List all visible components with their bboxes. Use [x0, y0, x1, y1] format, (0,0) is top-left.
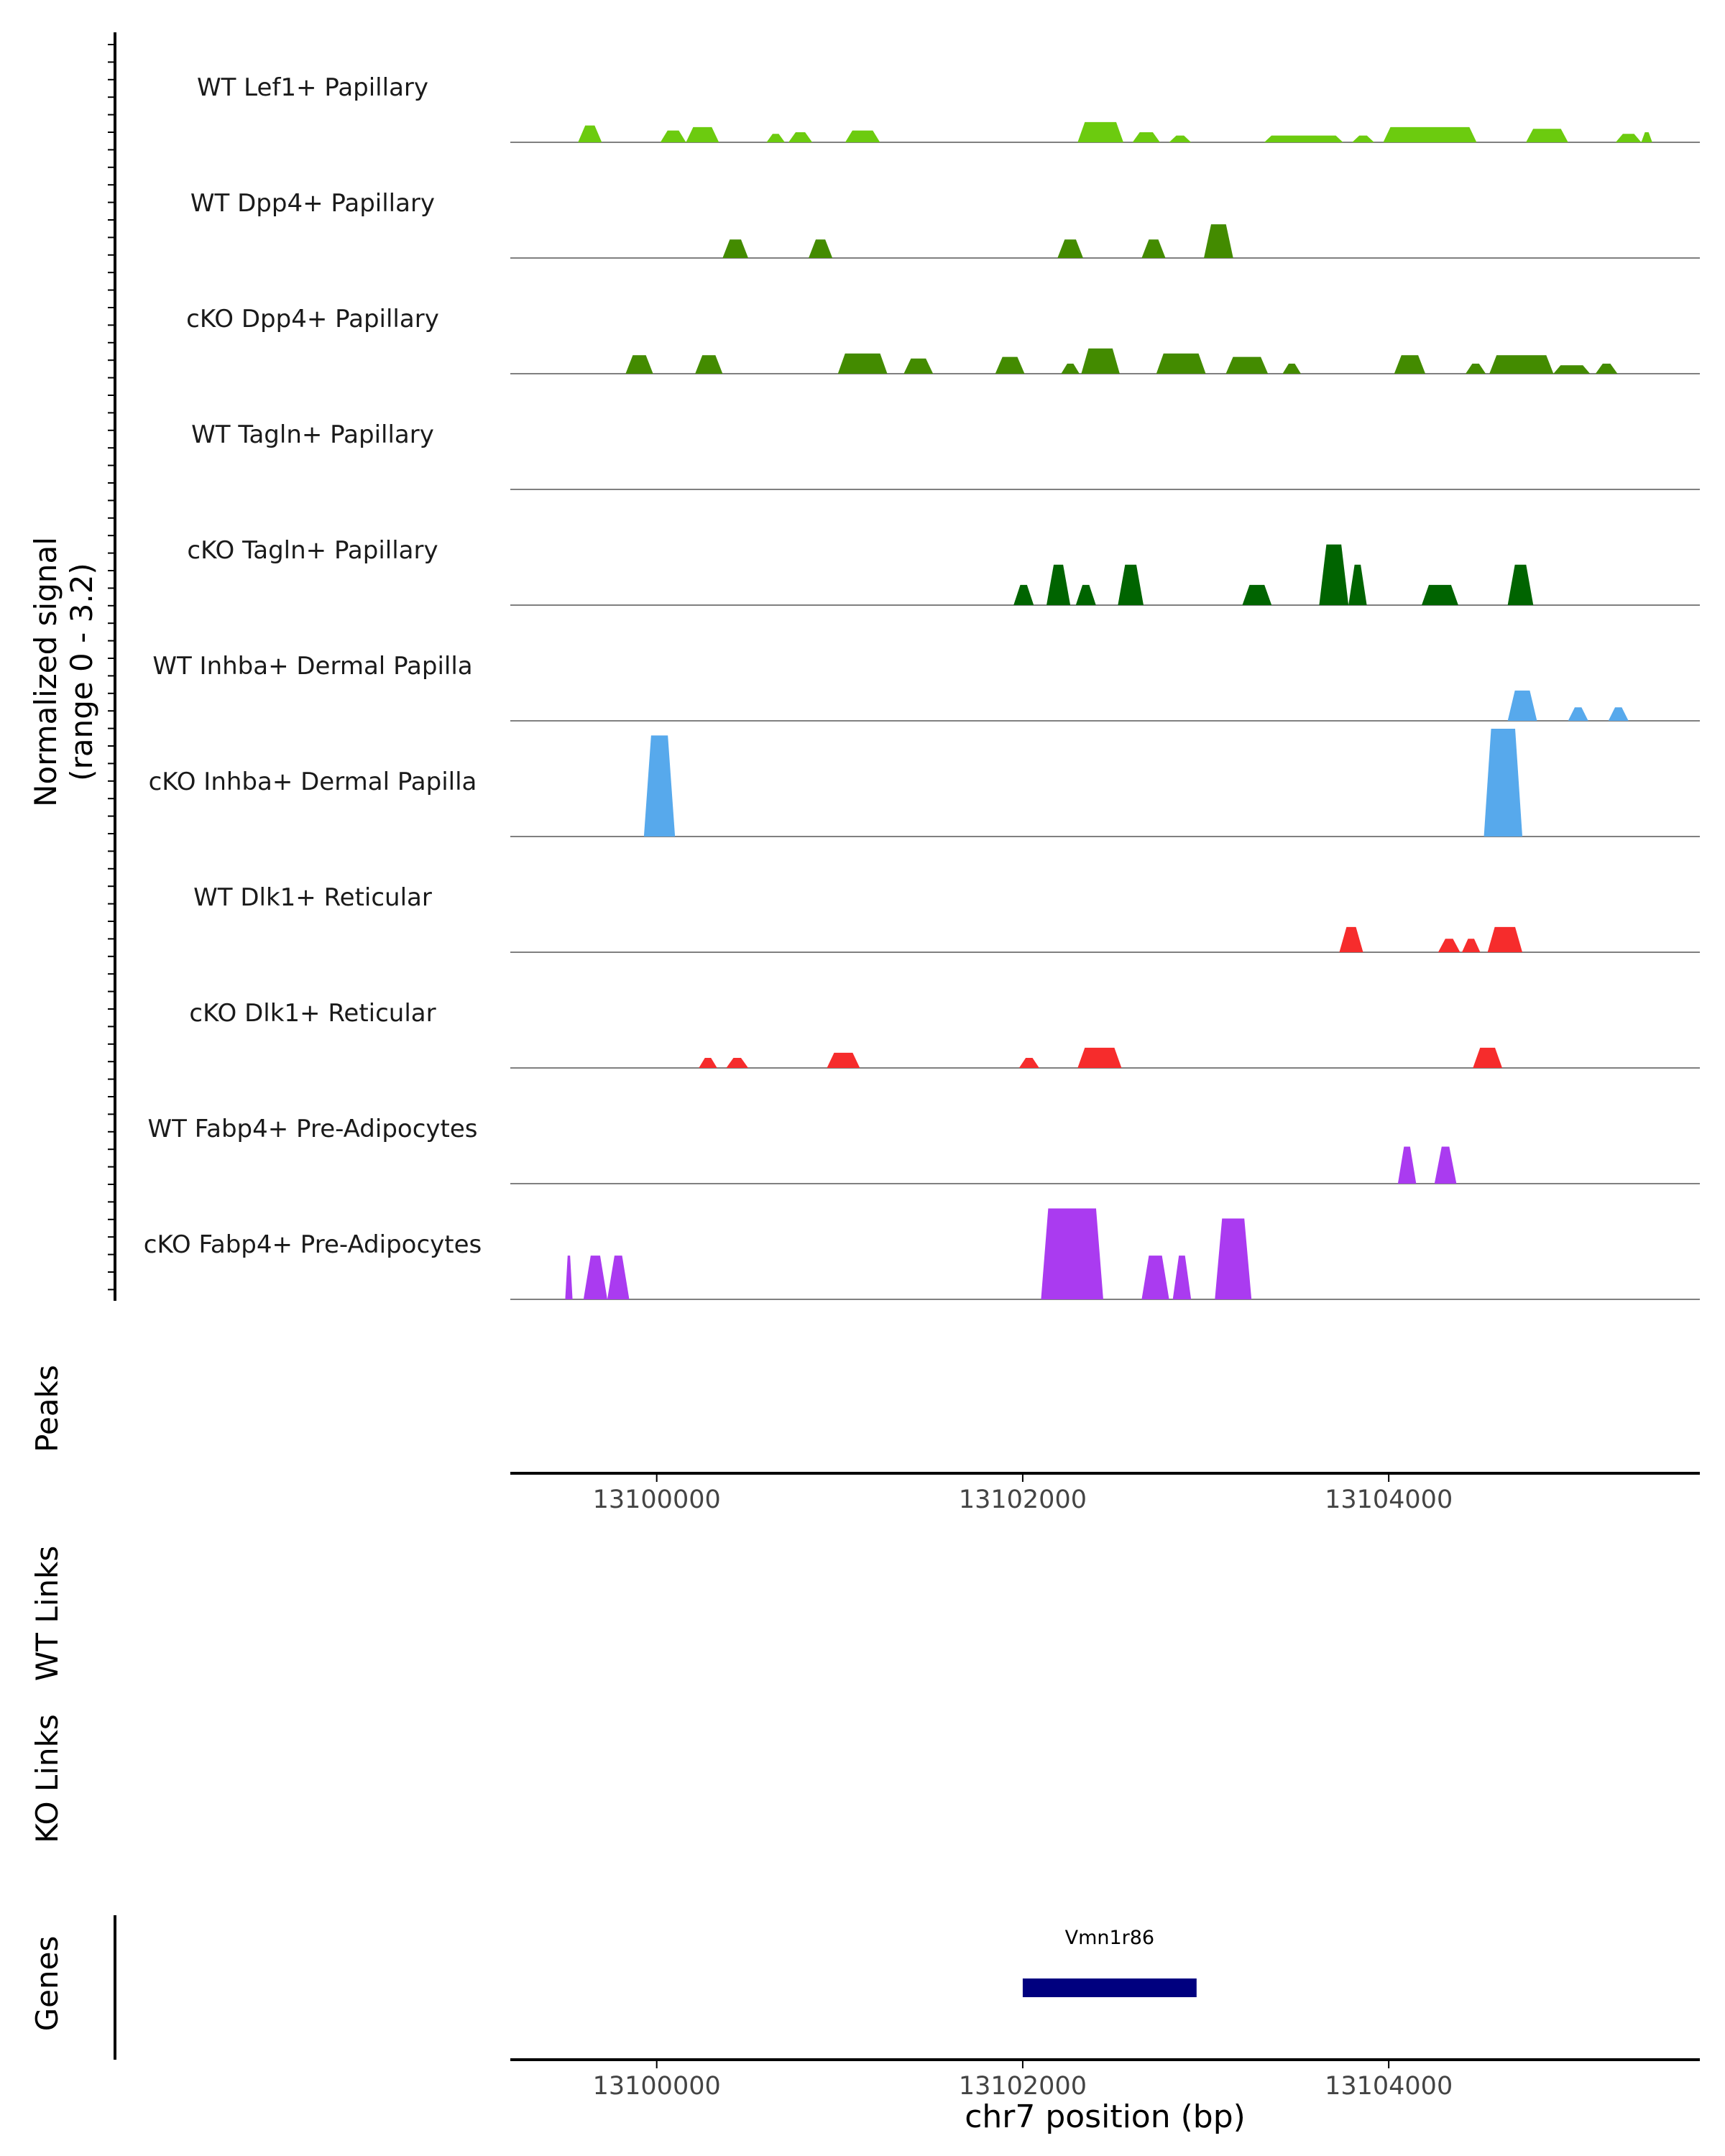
- coverage-peak: [1046, 564, 1071, 605]
- coverage-peak: [1018, 1057, 1039, 1068]
- coverage-ylabel-line2: (range 0 - 3.2): [64, 563, 99, 781]
- track-label: cKO Fabp4+ Pre-Adipocytes: [144, 1230, 482, 1259]
- wt-links-panel-label: WT Links: [29, 1546, 65, 1681]
- coverage-peak: [1473, 1047, 1503, 1068]
- coverage-peak: [1568, 707, 1588, 721]
- coverage-peak: [1041, 1208, 1103, 1299]
- track-label: WT Lef1+ Papillary: [197, 73, 428, 102]
- coverage-peak: [1156, 353, 1206, 374]
- coverage-peak: [1339, 926, 1363, 952]
- coverage-peak: [1383, 126, 1477, 142]
- coverage-peak: [995, 356, 1025, 374]
- x-tick-label: 13100000: [593, 2072, 721, 2101]
- x-tick-label: 13104000: [1325, 1485, 1453, 1514]
- coverage-peak: [1264, 135, 1343, 142]
- coverage-peak: [1466, 363, 1486, 374]
- coverage-peak: [1141, 1256, 1169, 1299]
- coverage-peak: [1057, 239, 1083, 258]
- coverage-peak: [1013, 584, 1034, 605]
- coverage-peak: [686, 126, 719, 142]
- coverage-peak: [1438, 939, 1460, 952]
- coverage-peak: [1172, 1256, 1192, 1299]
- x-axis-label: chr7 position (bp): [965, 2099, 1246, 2135]
- track-label: cKO Dlk1+ Reticular: [189, 999, 436, 1028]
- coverage-peak: [1394, 355, 1426, 374]
- coverage-peak: [1421, 584, 1458, 605]
- coverage-peak: [578, 125, 602, 142]
- coverage-peak: [1595, 363, 1618, 374]
- coverage-peak: [788, 132, 813, 142]
- track-label: cKO Inhba+ Dermal Papilla: [149, 768, 477, 796]
- coverage-peak: [766, 134, 785, 142]
- coverage-peak: [1553, 365, 1591, 374]
- coverage-peak: [1242, 584, 1272, 605]
- track-label: cKO Tagln+ Papillary: [187, 536, 438, 565]
- gene-body: [1022, 1978, 1197, 1997]
- coverage-peak: [837, 353, 888, 374]
- ko-links-panel-label: KO Links: [29, 1714, 65, 1843]
- coverage-peak: [1203, 224, 1233, 258]
- coverage-peak: [1507, 564, 1534, 605]
- coverage-peak: [1077, 121, 1123, 142]
- coverage-peak: [1141, 239, 1166, 258]
- coverage-peak: [903, 358, 934, 374]
- coverage-peak: [1282, 363, 1301, 374]
- coverage-peak: [643, 735, 676, 837]
- x-tick-label: 13102000: [959, 1485, 1087, 1514]
- coverage-peak: [1507, 690, 1537, 721]
- genes-panel-label: Genes: [29, 1936, 65, 2032]
- coverage-peak: [1352, 135, 1374, 142]
- track-label: WT Fabp4+ Pre-Adipocytes: [148, 1115, 478, 1143]
- coverage-peak: [1061, 363, 1080, 374]
- coverage-peak: [625, 355, 653, 374]
- coverage-peak: [845, 130, 880, 142]
- coverage-peak: [1077, 1047, 1122, 1068]
- coverage-peak: [1484, 729, 1523, 837]
- track-label: WT Tagln+ Papillary: [191, 420, 434, 449]
- coverage-peak: [722, 239, 748, 258]
- coverage-peak: [1348, 564, 1367, 605]
- coverage-peak: [565, 1256, 573, 1299]
- coverage-peak: [1526, 129, 1568, 142]
- coverage-peak: [699, 1057, 717, 1068]
- coverage-peak: [1608, 707, 1629, 721]
- coverage-peak: [607, 1256, 630, 1299]
- coverage-peak: [1225, 356, 1269, 374]
- coverage-peak: [1462, 939, 1481, 952]
- coverage-peak: [1075, 584, 1096, 605]
- track-label: WT Inhba+ Dermal Papilla: [152, 652, 472, 681]
- coverage-peak: [809, 239, 833, 258]
- coverage-peak: [1169, 135, 1192, 142]
- x-tick-label: 13100000: [593, 1485, 721, 1514]
- coverage-peak: [1615, 134, 1642, 142]
- coverage-peak: [1319, 544, 1349, 605]
- coverage-peak: [1397, 1146, 1417, 1184]
- track-label: WT Dpp4+ Papillary: [190, 189, 435, 218]
- coverage-peak: [726, 1057, 748, 1068]
- gene-label: Vmn1r86: [1065, 1927, 1155, 1949]
- coverage-peak: [1132, 132, 1160, 142]
- coverage-ylabel-line1: Normalized signal: [28, 537, 63, 807]
- x-tick-label: 13102000: [959, 2072, 1087, 2101]
- coverage-peak: [1081, 348, 1120, 374]
- coverage-peak: [1489, 355, 1554, 374]
- coverage-peak: [1487, 926, 1523, 952]
- coverage-peak: [695, 355, 723, 374]
- peaks-panel-label: Peaks: [29, 1365, 65, 1452]
- coverage-peak: [1215, 1218, 1252, 1299]
- coverage-peak: [1434, 1146, 1457, 1184]
- coverage-peak: [827, 1052, 860, 1068]
- coverage-peak: [1118, 564, 1144, 605]
- track-label: WT Dlk1+ Reticular: [193, 883, 432, 912]
- coverage-peak: [1641, 132, 1652, 142]
- coverage-peak: [583, 1256, 607, 1299]
- track-label: cKO Dpp4+ Papillary: [186, 305, 439, 333]
- coverage-peak: [660, 130, 686, 142]
- x-tick-label: 13104000: [1325, 2072, 1453, 2101]
